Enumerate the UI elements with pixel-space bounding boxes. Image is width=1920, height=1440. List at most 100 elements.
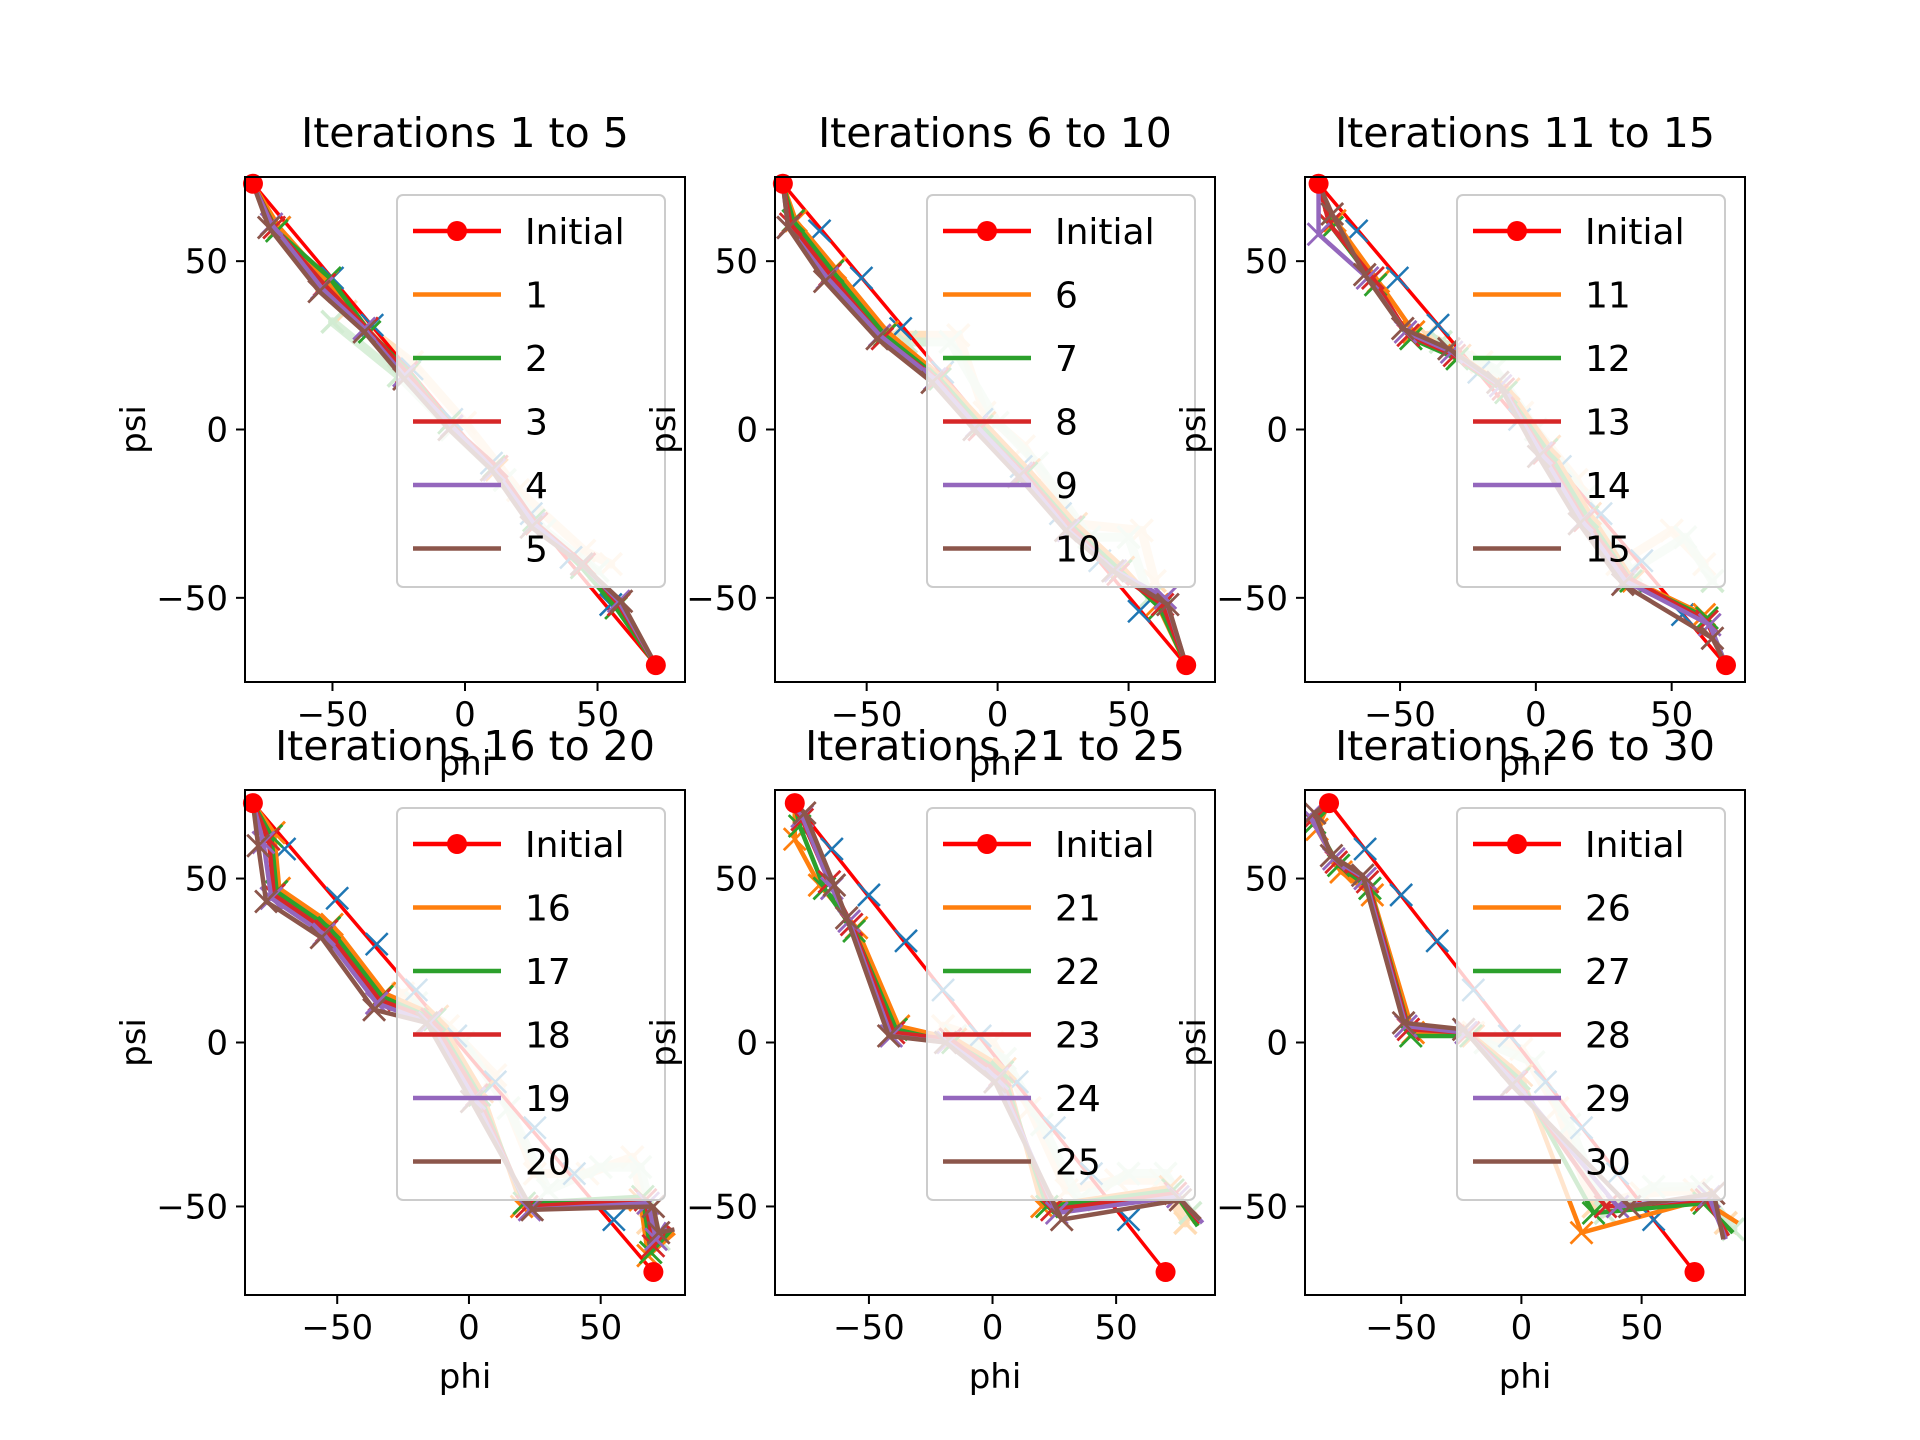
series-marker bbox=[520, 1197, 545, 1222]
initial-point bbox=[242, 173, 263, 194]
initial-x-marker bbox=[325, 886, 350, 911]
series-marker bbox=[1352, 262, 1377, 287]
series-marker bbox=[309, 925, 334, 950]
legend-label: 13 bbox=[1585, 403, 1631, 444]
series-marker bbox=[1700, 626, 1725, 651]
x-tick-label: 0 bbox=[458, 1308, 480, 1348]
legend-label: 1 bbox=[525, 276, 548, 317]
x-tick-label: 50 bbox=[1107, 695, 1150, 735]
panel-title: Iterations 16 to 20 bbox=[275, 722, 655, 770]
series-marker bbox=[641, 1233, 666, 1258]
y-tick-label: 50 bbox=[185, 242, 228, 282]
series-marker bbox=[1350, 863, 1375, 888]
series-marker bbox=[638, 1240, 663, 1265]
y-axis-label: psi bbox=[644, 1018, 684, 1067]
initial-point bbox=[643, 1262, 664, 1283]
series-marker bbox=[517, 1197, 542, 1222]
legend-label: 25 bbox=[1055, 1143, 1101, 1184]
legend-label: 17 bbox=[525, 952, 571, 993]
legend-label: 15 bbox=[1585, 530, 1631, 571]
legend-label: 16 bbox=[525, 889, 571, 930]
initial-x-marker bbox=[1426, 313, 1450, 338]
panel-title: Iterations 11 to 15 bbox=[1335, 109, 1715, 157]
legend-label: Initial bbox=[525, 212, 625, 253]
subplot-4: −50 0 50 −50 0 50 phi psi Iterations 16 to 20 Ini… bbox=[114, 722, 686, 1397]
y-tick-label: 0 bbox=[206, 1024, 228, 1064]
y-tick-label: −50 bbox=[156, 579, 228, 619]
legend-marker bbox=[977, 221, 997, 241]
legend-label: 6 bbox=[1055, 276, 1078, 317]
x-tick-label: −50 bbox=[833, 1308, 905, 1348]
legend-label: Initial bbox=[1585, 825, 1685, 866]
legend: Initial 11 12 13 14 15 bbox=[1456, 194, 1726, 588]
series-marker bbox=[812, 269, 837, 294]
legend-label: 28 bbox=[1585, 1016, 1631, 1057]
series-marker bbox=[1155, 592, 1180, 617]
y-tick-label: 0 bbox=[1266, 1024, 1288, 1064]
y-tick-label: 50 bbox=[1245, 242, 1288, 282]
y-axis-label: psi bbox=[114, 1018, 154, 1067]
series-marker bbox=[256, 215, 281, 240]
series-marker bbox=[1306, 222, 1331, 247]
series-marker bbox=[1360, 266, 1385, 290]
legend-label: 21 bbox=[1055, 889, 1101, 930]
legend-label: 30 bbox=[1585, 1143, 1631, 1184]
legend-label: 8 bbox=[1055, 403, 1078, 444]
legend-label: 23 bbox=[1055, 1016, 1101, 1057]
series-marker bbox=[1581, 1201, 1606, 1226]
y-tick-label: 0 bbox=[1266, 411, 1288, 451]
legend-label: 2 bbox=[525, 339, 548, 380]
legend-box bbox=[1456, 194, 1726, 588]
series-marker bbox=[776, 215, 801, 240]
initial-point bbox=[1684, 1262, 1705, 1283]
series-marker bbox=[1390, 316, 1415, 341]
x-tick-label: 50 bbox=[1094, 1308, 1137, 1348]
legend: Initial 1 2 3 4 5 bbox=[396, 194, 666, 588]
series-marker bbox=[1694, 606, 1719, 631]
y-axis-label: psi bbox=[114, 405, 154, 454]
legend-label: 12 bbox=[1585, 339, 1631, 380]
legend-label: 4 bbox=[525, 466, 548, 507]
subplot-2: −50 0 50 −50 0 50 phi psi Iterations 6 to 10 Init… bbox=[644, 109, 1216, 784]
y-tick-label: 50 bbox=[1245, 860, 1288, 900]
x-tick-label: 50 bbox=[1650, 695, 1693, 735]
y-axis-label: psi bbox=[644, 405, 684, 454]
series-marker bbox=[1319, 843, 1344, 868]
legend-label: 10 bbox=[1055, 530, 1101, 571]
x-tick-label: −50 bbox=[831, 695, 903, 735]
series-marker bbox=[646, 1220, 671, 1245]
x-tick-label: 0 bbox=[982, 1308, 1004, 1348]
legend-label: 20 bbox=[525, 1143, 571, 1184]
legend-label: 27 bbox=[1585, 952, 1631, 993]
initial-x-marker bbox=[1127, 599, 1151, 624]
series-line bbox=[793, 801, 1202, 1222]
series-marker bbox=[876, 1023, 901, 1048]
x-axis-label: phi bbox=[969, 1357, 1022, 1397]
initial-x-marker bbox=[601, 1207, 626, 1232]
legend-box bbox=[1456, 807, 1726, 1201]
legend-box bbox=[396, 194, 666, 588]
legend-marker bbox=[1507, 834, 1527, 854]
initial-x-marker bbox=[1353, 837, 1377, 861]
legend-box bbox=[396, 807, 666, 1201]
legend-marker bbox=[1507, 221, 1527, 241]
initial-point bbox=[1319, 793, 1340, 814]
initial-x-marker bbox=[1385, 266, 1410, 290]
initial-point bbox=[242, 793, 263, 814]
legend-label: 18 bbox=[525, 1016, 571, 1057]
legend-label: 5 bbox=[525, 530, 548, 571]
series-marker bbox=[352, 319, 377, 344]
x-axis-label: phi bbox=[439, 1357, 492, 1397]
series-marker bbox=[822, 873, 847, 898]
initial-point bbox=[1176, 655, 1197, 676]
initial-point bbox=[645, 655, 666, 676]
x-tick-label: 0 bbox=[1511, 1308, 1533, 1348]
series-marker bbox=[1391, 1010, 1416, 1035]
y-tick-label: −50 bbox=[686, 579, 758, 619]
x-tick-label: −50 bbox=[1365, 1308, 1437, 1348]
x-tick-label: −50 bbox=[1364, 695, 1436, 735]
panel-title: Iterations 26 to 30 bbox=[1335, 722, 1715, 770]
series-marker bbox=[307, 279, 332, 304]
y-tick-label: −50 bbox=[686, 1187, 758, 1227]
